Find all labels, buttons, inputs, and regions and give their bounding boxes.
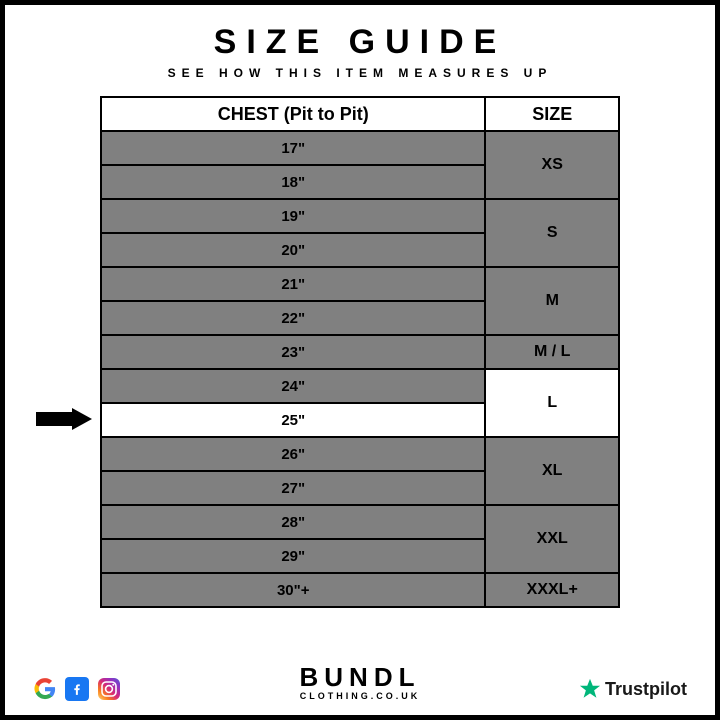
chest-cell: 26" (101, 437, 485, 471)
size-table-wrap: CHEST (Pit to Pit) SIZE 17"XS18"19"S20"2… (100, 96, 620, 608)
table-row: 19"S (101, 199, 619, 233)
instagram-icon (97, 677, 121, 701)
table-header-row: CHEST (Pit to Pit) SIZE (101, 97, 619, 131)
size-cell: L (485, 369, 619, 437)
google-icon (33, 677, 57, 701)
chest-cell: 25" (101, 403, 485, 437)
chest-cell: 23" (101, 335, 485, 369)
chest-cell: 28" (101, 505, 485, 539)
footer: BUNDL CLOTHING.CO.UK Trustpilot (5, 677, 715, 701)
table-row: 28"XXL (101, 505, 619, 539)
arrow-indicator-icon (36, 402, 92, 436)
table-row: 26"XL (101, 437, 619, 471)
page-subtitle: SEE HOW THIS ITEM MEASURES UP (168, 66, 553, 80)
chest-cell: 18" (101, 165, 485, 199)
size-cell: XS (485, 131, 619, 199)
table-row: 17"XS (101, 131, 619, 165)
size-cell: XXL (485, 505, 619, 573)
chest-cell: 29" (101, 539, 485, 573)
size-cell: M / L (485, 335, 619, 369)
trustpilot-badge: Trustpilot (579, 678, 687, 700)
header-size: SIZE (485, 97, 619, 131)
table-row: 30"+XXXL+ (101, 573, 619, 607)
trustpilot-label: Trustpilot (605, 679, 687, 700)
chest-cell: 27" (101, 471, 485, 505)
page-title: SIZE GUIDE (214, 23, 507, 62)
brand-logo: BUNDL CLOTHING.CO.UK (300, 664, 421, 701)
brand-domain: CLOTHING.CO.UK (300, 691, 421, 701)
size-cell: XXXL+ (485, 573, 619, 607)
social-icons (33, 677, 121, 701)
chest-cell: 19" (101, 199, 485, 233)
brand-name: BUNDL (300, 664, 421, 690)
size-guide-table: CHEST (Pit to Pit) SIZE 17"XS18"19"S20"2… (100, 96, 620, 608)
chest-cell: 17" (101, 131, 485, 165)
size-cell: XL (485, 437, 619, 505)
trustpilot-star-icon (579, 678, 601, 700)
facebook-icon (65, 677, 89, 701)
header-chest: CHEST (Pit to Pit) (101, 97, 485, 131)
table-row: 24"L (101, 369, 619, 403)
table-row: 23"M / L (101, 335, 619, 369)
chest-cell: 22" (101, 301, 485, 335)
chest-cell: 20" (101, 233, 485, 267)
chest-cell: 30"+ (101, 573, 485, 607)
size-cell: M (485, 267, 619, 335)
size-cell: S (485, 199, 619, 267)
table-row: 21"M (101, 267, 619, 301)
chest-cell: 24" (101, 369, 485, 403)
chest-cell: 21" (101, 267, 485, 301)
